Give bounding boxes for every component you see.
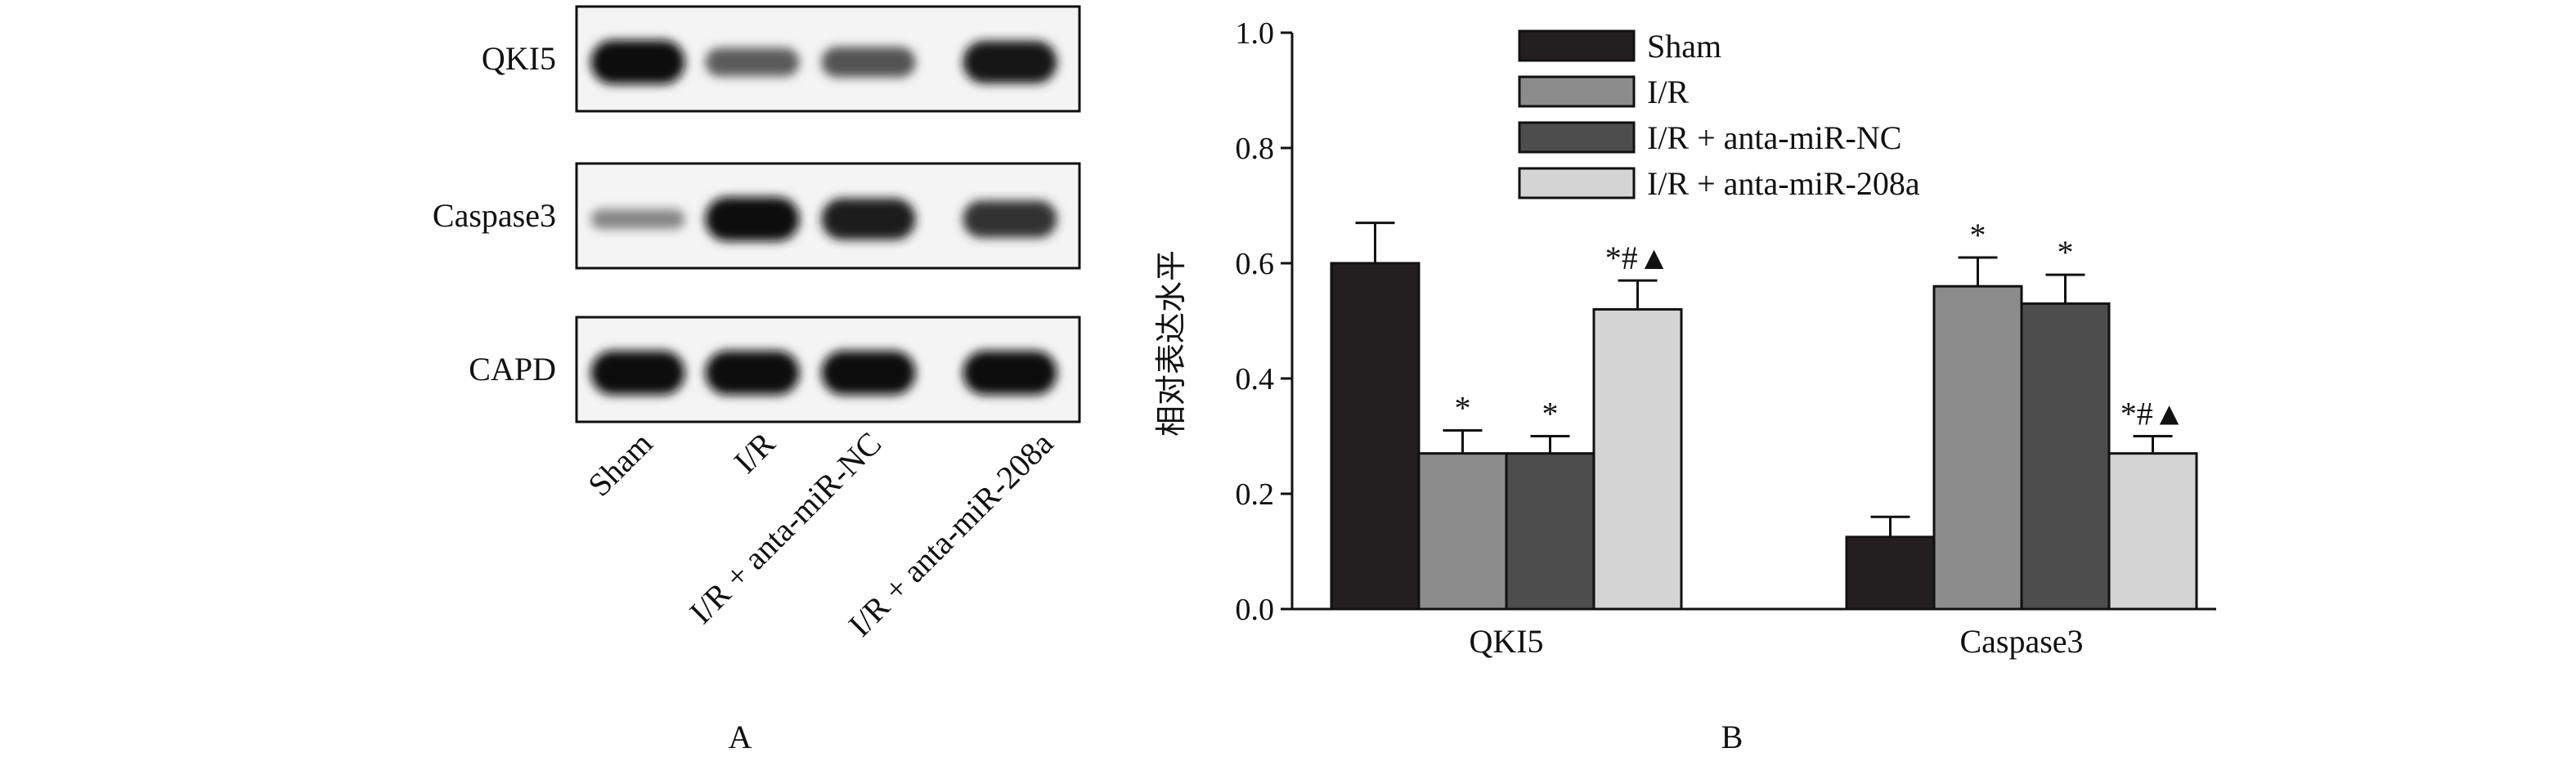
legend-item: Sham [1518,28,1721,65]
legend-item: I/R + anta-miR-NC [1518,119,1901,156]
bar [1330,262,1420,611]
significance-marker: * [2058,234,2074,271]
x-axis: QKI5 Caspase3 [1292,607,2216,660]
blot-row-capd: CAPD [469,316,1081,423]
bar [2020,302,2111,611]
significance-marker: *#▲ [2120,396,2186,432]
blot-row-label: QKI5 [482,40,556,77]
legend-item: I/R + anta-miR-208a [1518,165,1920,202]
blot-band [590,351,685,395]
bar [1505,452,1595,611]
bar [1592,307,1683,611]
bar [1845,535,1936,611]
panel-b-label: B [1721,719,1744,755]
blot-band [821,198,916,240]
legend-swatch [1518,75,1636,108]
y-tick-label: 0.4 [1236,362,1275,396]
legend-swatch [1518,29,1636,62]
significance-marker: * [1455,389,1471,426]
legend-item: I/R [1518,74,1689,110]
y-axis: 0.0 0.2 0.4 0.6 0.8 1.0 [1236,16,1294,627]
lane-label: I/R + anta-miR-NC [682,425,888,631]
y-tick-label: 0.6 [1236,247,1275,281]
blot-band [821,47,916,78]
blot-band [590,40,685,84]
blot-row-qki5: QKI5 [482,5,1081,113]
bars: * * *#▲ * * *#▲ [1330,217,2198,611]
blot-row-caspase3: Caspase3 [433,162,1081,270]
legend-label: I/R + anta-miR-NC [1647,119,1901,156]
legend-swatch [1518,121,1636,154]
significance-marker: *#▲ [1605,240,1671,276]
blot-band [705,351,800,395]
bar [1932,284,2023,611]
bar [2107,452,2198,611]
x-tick-label: Caspase3 [1959,623,2083,660]
blot-band [963,200,1057,238]
y-tick-label: 0.8 [1236,132,1275,166]
bar-chart-panel: 0.0 0.2 0.4 0.6 0.8 1.0 * * *#▲ * * *#▲ QKI5 Caspas… [1155,16,2216,755]
blot-band [963,351,1057,395]
blot-band [705,47,800,77]
western-blot-panel: QKI5 Caspase3 CAPD Sham I/RI/R + anta-miR-N… [433,5,1081,755]
legend: Sham I/R I/R + anta-miR-NC I/R + anta-miR-2… [1518,28,1920,202]
blot-row-label: CAPD [469,351,556,387]
legend-swatch [1518,167,1636,199]
significance-marker: * [1542,396,1559,432]
legend-label: I/R + anta-miR-208a [1647,165,1920,202]
legend-label: Sham [1647,28,1721,65]
y-tick-label: 0.0 [1236,593,1275,627]
lane-label: Sham [581,425,659,504]
panel-a-label: A [729,719,752,755]
blot-row-label: Caspase3 [433,197,556,234]
x-tick-label: QKI5 [1469,623,1543,660]
blot-band [590,208,685,230]
legend-label: I/R [1647,74,1689,110]
lane-label: I/R [726,424,782,480]
y-tick-label: 0.2 [1236,477,1275,512]
y-tick-label: 1.0 [1236,16,1275,51]
y-axis-label: 相对表达水平 [1155,250,1189,437]
significance-marker: * [1970,217,1986,253]
blot-band [821,351,916,395]
bar [1417,452,1508,611]
blot-band [963,41,1057,83]
blot-band [705,197,800,241]
